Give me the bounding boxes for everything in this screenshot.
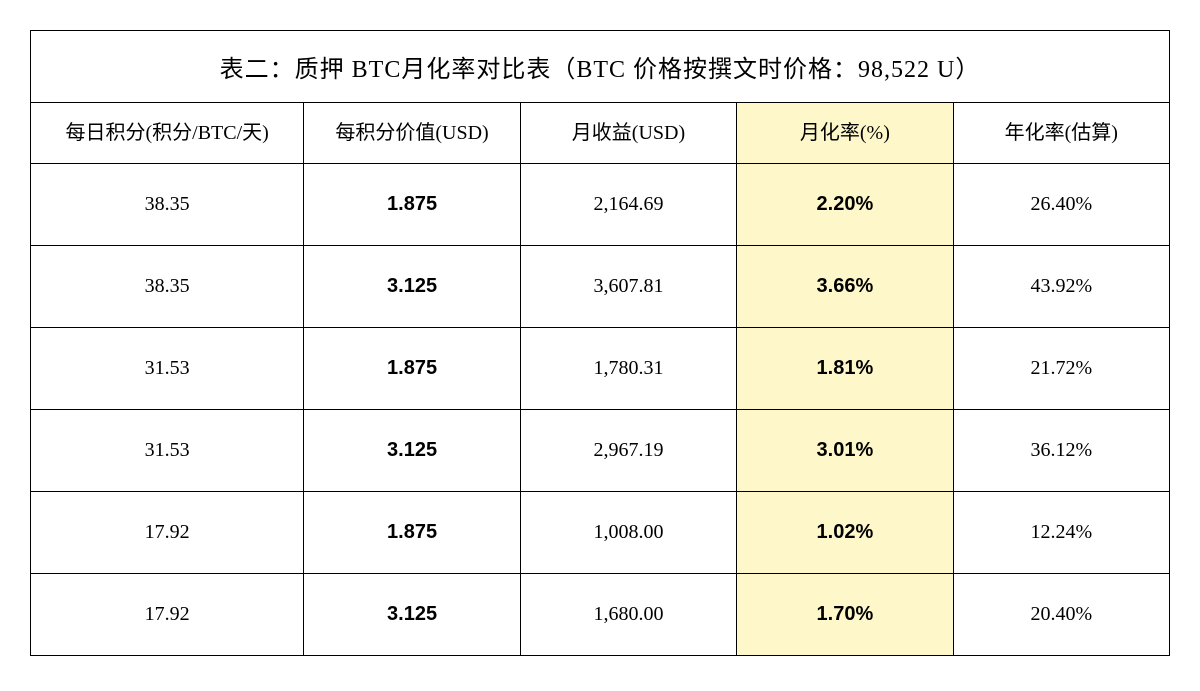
cell-monthly-rate: 3.66% [737, 246, 953, 328]
col-header-annual-rate: 年化率(估算) [953, 103, 1169, 164]
cell-monthly-income: 1,780.31 [520, 328, 736, 410]
cell-per-point-value: 3.125 [304, 246, 520, 328]
cell-monthly-rate: 2.20% [737, 164, 953, 246]
table-row: 31.53 3.125 2,967.19 3.01% 36.12% [31, 410, 1170, 492]
cell-monthly-income: 3,607.81 [520, 246, 736, 328]
cell-daily-points: 17.92 [31, 492, 304, 574]
cell-per-point-value: 1.875 [304, 164, 520, 246]
table-row: 38.35 1.875 2,164.69 2.20% 26.40% [31, 164, 1170, 246]
table-row: 31.53 1.875 1,780.31 1.81% 21.72% [31, 328, 1170, 410]
cell-daily-points: 31.53 [31, 328, 304, 410]
cell-daily-points: 38.35 [31, 164, 304, 246]
col-header-monthly-rate: 月化率(%) [737, 103, 953, 164]
table-row: 38.35 3.125 3,607.81 3.66% 43.92% [31, 246, 1170, 328]
cell-daily-points: 38.35 [31, 246, 304, 328]
col-header-monthly-income: 月收益(USD) [520, 103, 736, 164]
cell-monthly-income: 1,680.00 [520, 574, 736, 656]
cell-monthly-income: 1,008.00 [520, 492, 736, 574]
cell-monthly-rate: 1.02% [737, 492, 953, 574]
cell-monthly-rate: 1.70% [737, 574, 953, 656]
cell-monthly-rate: 1.81% [737, 328, 953, 410]
cell-monthly-income: 2,967.19 [520, 410, 736, 492]
btc-rate-table: 表二：质押 BTC月化率对比表（BTC 价格按撰文时价格：98,522 U） 每… [30, 30, 1170, 656]
cell-annual-rate: 20.40% [953, 574, 1169, 656]
cell-annual-rate: 26.40% [953, 164, 1169, 246]
cell-per-point-value: 1.875 [304, 492, 520, 574]
cell-annual-rate: 36.12% [953, 410, 1169, 492]
cell-monthly-rate: 3.01% [737, 410, 953, 492]
cell-annual-rate: 21.72% [953, 328, 1169, 410]
cell-per-point-value: 3.125 [304, 574, 520, 656]
cell-daily-points: 31.53 [31, 410, 304, 492]
cell-per-point-value: 1.875 [304, 328, 520, 410]
col-header-per-point-value: 每积分价值(USD) [304, 103, 520, 164]
cell-annual-rate: 43.92% [953, 246, 1169, 328]
col-header-daily-points: 每日积分(积分/BTC/天) [31, 103, 304, 164]
table-row: 17.92 1.875 1,008.00 1.02% 12.24% [31, 492, 1170, 574]
cell-daily-points: 17.92 [31, 574, 304, 656]
cell-per-point-value: 3.125 [304, 410, 520, 492]
table-row: 17.92 3.125 1,680.00 1.70% 20.40% [31, 574, 1170, 656]
cell-monthly-income: 2,164.69 [520, 164, 736, 246]
table-title: 表二：质押 BTC月化率对比表（BTC 价格按撰文时价格：98,522 U） [31, 31, 1170, 103]
cell-annual-rate: 12.24% [953, 492, 1169, 574]
